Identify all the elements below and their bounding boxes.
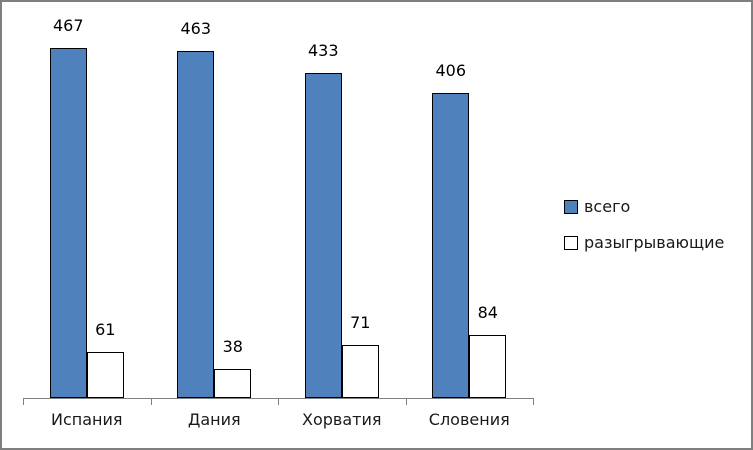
bar-total-2 bbox=[304, 73, 342, 398]
x-axis-tick-0 bbox=[23, 398, 24, 405]
legend-item-playmakers: разыгрывающие bbox=[564, 234, 724, 252]
bar-playmakers-2 bbox=[341, 345, 379, 398]
category-label-0: Испания bbox=[50, 410, 123, 429]
legend-label-total: всего bbox=[584, 197, 631, 216]
bar-playmakers-0 bbox=[86, 352, 124, 398]
data-label-playmakers-3: 84 bbox=[477, 303, 498, 322]
data-label-playmakers-2: 71 bbox=[350, 313, 371, 332]
data-label-total-2: 433 bbox=[307, 41, 339, 60]
bar-total-0 bbox=[49, 48, 87, 398]
legend-swatch-total bbox=[564, 200, 578, 214]
bar-total-1 bbox=[177, 51, 215, 398]
data-label-total-0: 467 bbox=[52, 16, 84, 35]
legend-item-total: всего bbox=[564, 198, 724, 216]
category-label-2: Хорватия bbox=[302, 410, 382, 429]
data-label-total-1: 463 bbox=[180, 19, 212, 38]
category-label-3: Словения bbox=[428, 410, 510, 429]
legend-label-playmakers: разыгрывающие bbox=[584, 233, 725, 252]
x-axis-tick-3 bbox=[405, 398, 407, 405]
x-axis-tick-4 bbox=[533, 398, 534, 405]
data-label-playmakers-1: 38 bbox=[222, 337, 243, 356]
data-label-total-3: 406 bbox=[435, 61, 467, 80]
legend: всего разыгрывающие bbox=[564, 198, 724, 252]
x-axis-tick-1 bbox=[150, 398, 152, 405]
bar-playmakers-3 bbox=[469, 335, 507, 398]
legend-swatch-playmakers bbox=[564, 236, 578, 250]
category-label-1: Дания bbox=[187, 410, 241, 429]
bar-playmakers-1 bbox=[214, 369, 252, 398]
data-label-playmakers-0: 61 bbox=[95, 320, 116, 339]
x-axis-tick-2 bbox=[278, 398, 279, 405]
bar-total-3 bbox=[432, 93, 470, 398]
